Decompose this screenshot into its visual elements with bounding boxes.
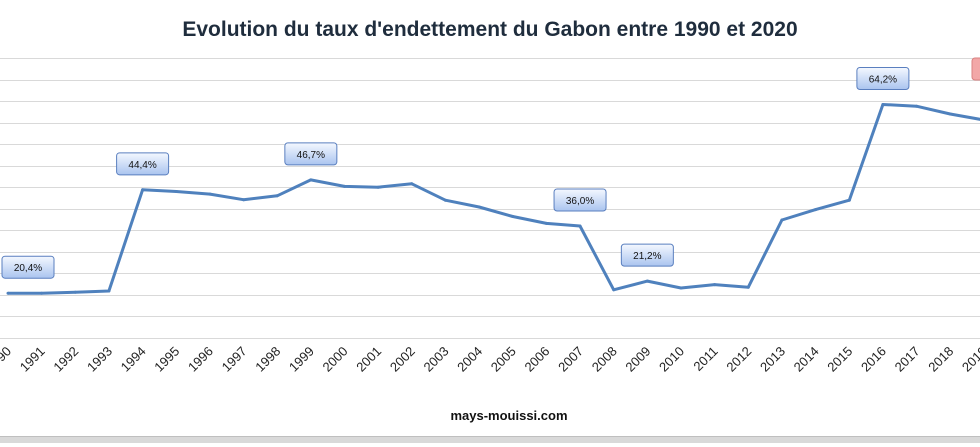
x-tick-label: 2009 — [622, 344, 653, 375]
data-label-text: 44,4% — [128, 160, 156, 171]
chart-title: Evolution du taux d'endettement du Gabon… — [182, 18, 797, 41]
data-point — [949, 113, 952, 116]
data-point — [646, 280, 649, 283]
x-tick-label: 2011 — [690, 344, 720, 374]
x-tick-label: 2010 — [656, 344, 687, 375]
x-tick-label: 1995 — [151, 344, 182, 375]
x-tick-label: 1991 — [17, 344, 48, 375]
data-point — [343, 185, 346, 188]
x-tick-label: 2008 — [589, 344, 620, 375]
data-point — [612, 288, 615, 291]
x-tick-label: 2014 — [791, 344, 822, 375]
data-point — [74, 291, 77, 294]
data-point — [579, 225, 582, 228]
x-tick-label: 2001 — [353, 344, 384, 375]
x-tick-label: 2000 — [320, 344, 351, 375]
series-line — [8, 105, 980, 294]
x-tick-label: 2002 — [387, 344, 418, 375]
x-tick-label: 2019 — [959, 344, 980, 375]
x-tick-label: 2018 — [925, 344, 956, 375]
x-tick-label: 1994 — [118, 344, 149, 375]
data-point — [444, 199, 447, 202]
data-point — [242, 198, 245, 201]
data-point — [780, 219, 783, 222]
data-point — [309, 178, 312, 181]
data-labels: 20,4% 44,4% 46,7% 36,0% 21,2% 64,2% — [2, 58, 980, 278]
data-label: 46,7% — [285, 143, 337, 165]
x-tick-label: 2005 — [488, 344, 519, 375]
data-point — [410, 182, 413, 185]
data-label-text: 20,4% — [14, 263, 42, 274]
x-tick-label: 1990 — [0, 344, 14, 375]
data-point — [208, 193, 211, 196]
data-label: 20,4% — [2, 256, 54, 278]
data-point — [377, 186, 380, 189]
x-tick-label: 2013 — [757, 344, 788, 375]
data-label-text: 36,0% — [566, 196, 594, 207]
data-point — [40, 292, 43, 295]
x-tick-label: 2016 — [858, 344, 889, 375]
x-tick-label: 2004 — [454, 344, 485, 375]
data-label: 36,0% — [554, 189, 606, 211]
highlight-label-box — [972, 58, 980, 80]
x-tick-label: 1998 — [252, 344, 283, 375]
data-point — [814, 208, 817, 211]
data-point — [545, 222, 548, 225]
data-label-text: 64,2% — [869, 75, 897, 86]
x-tick-label: 2017 — [892, 344, 923, 375]
x-tick-label: 2012 — [723, 344, 754, 375]
x-tick-label: 2003 — [421, 344, 452, 375]
data-point — [276, 194, 279, 197]
data-point — [478, 206, 481, 209]
x-tick-label: 2006 — [521, 344, 552, 375]
x-tick-label: 2007 — [555, 344, 586, 375]
series-line-group — [7, 103, 980, 295]
x-tick-label: 1999 — [286, 344, 317, 375]
data-point — [107, 290, 110, 293]
data-point — [915, 105, 918, 108]
data-label-text: 21,2% — [633, 251, 661, 262]
data-point — [175, 190, 178, 193]
data-point — [848, 199, 851, 202]
data-label: 64,2% — [857, 68, 909, 90]
x-tick-label: 2015 — [824, 344, 855, 375]
x-tick-label: 1996 — [185, 344, 216, 375]
data-point — [747, 286, 750, 289]
data-point — [141, 188, 144, 191]
data-point — [713, 283, 716, 286]
x-tick-label: 1993 — [84, 344, 115, 375]
gridlines — [0, 59, 980, 339]
data-point — [7, 292, 10, 295]
x-tick-label: 1997 — [219, 344, 250, 375]
data-label: 21,2% — [621, 244, 673, 266]
data-label: 44,4% — [117, 153, 169, 175]
x-tick-label: 1992 — [50, 344, 81, 375]
data-point — [680, 287, 683, 290]
data-label-text: 46,7% — [297, 150, 325, 161]
source-label: mays-mouissi.com — [450, 408, 567, 423]
data-point — [511, 215, 514, 218]
data-point — [881, 103, 884, 106]
